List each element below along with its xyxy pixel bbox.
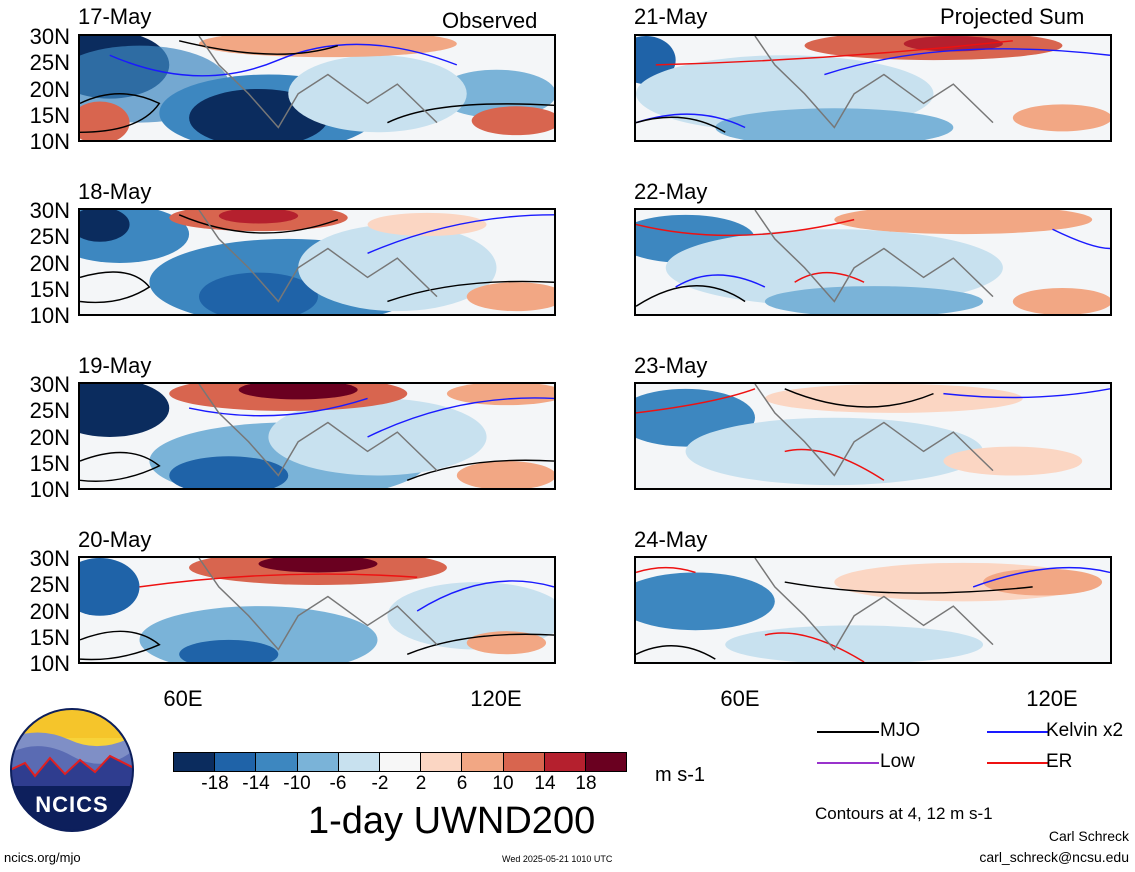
lon-label: 60E xyxy=(720,686,760,711)
figure-title: 1-day UWND200 xyxy=(308,800,596,842)
ncics-logo-icon xyxy=(10,708,134,832)
panel-date-23-may: 23-May xyxy=(634,353,708,378)
colorbar-swatch xyxy=(544,753,586,771)
colorbar-swatch xyxy=(379,753,422,771)
lat-label: 20N xyxy=(29,599,70,624)
lat-label: 10N xyxy=(29,303,70,328)
lat-label: 20N xyxy=(29,77,70,102)
colorbar-tick: 14 xyxy=(534,773,556,794)
legend-kelvin-label: Kelvin x2 xyxy=(1046,720,1124,741)
lon-label: 120E xyxy=(470,686,522,711)
legend-kelvin-line xyxy=(987,731,1049,733)
colorbar-swatch xyxy=(256,753,298,771)
map-panel-17-may xyxy=(78,34,556,142)
lat-label: 15N xyxy=(29,103,70,128)
lat-label: 10N xyxy=(29,651,70,676)
colorbar-tick: -14 xyxy=(242,773,270,794)
colorbar-swatch xyxy=(462,753,504,771)
lat-label: 15N xyxy=(29,277,70,302)
legend-low-line xyxy=(817,762,879,764)
timestamp: Wed 2025-05-21 1010 UTC xyxy=(502,854,613,864)
panel-date-22-may: 22-May xyxy=(634,179,708,204)
lat-label: 30N xyxy=(29,198,70,223)
panel-date-21-may: 21-May xyxy=(634,4,708,29)
map-panel-19-may xyxy=(78,382,556,490)
colorbar-swatch xyxy=(585,753,627,771)
colorbar-swatch xyxy=(503,753,545,771)
author-email[interactable]: carl_schreck@ncsu.edu xyxy=(979,849,1129,865)
lat-label: 10N xyxy=(29,477,70,502)
colorbar-tick: -10 xyxy=(283,773,311,794)
legend-er-line xyxy=(987,762,1049,764)
colorbar-tick: -6 xyxy=(329,773,347,794)
lat-label: 20N xyxy=(29,251,70,276)
colorbar-swatch xyxy=(297,753,339,771)
lat-label: 15N xyxy=(29,451,70,476)
map-panel-23-may xyxy=(634,382,1112,490)
panel-date-19-may: 19-May xyxy=(78,353,152,378)
panel-date-24-may: 24-May xyxy=(634,527,708,552)
colorbar-swatch xyxy=(174,753,216,771)
colorbar-swatch xyxy=(215,753,257,771)
legend-mjo-line xyxy=(817,731,879,733)
panel-date-17-may: 17-May xyxy=(78,4,152,29)
author-name: Carl Schreck xyxy=(1048,828,1129,844)
map-panel-21-may xyxy=(634,34,1112,142)
lat-label: 30N xyxy=(29,546,70,571)
observed-label: Observed xyxy=(442,8,538,33)
colorbar xyxy=(173,752,627,772)
colorbar-tick: -18 xyxy=(201,773,229,794)
colorbar-swatch xyxy=(338,753,380,771)
lon-label: 120E xyxy=(1026,686,1078,711)
panel-date-18-may: 18-May xyxy=(78,179,152,204)
contours-note: Contours at 4, 12 m s-1 xyxy=(815,804,993,823)
panel-date-20-may: 20-May xyxy=(78,527,152,552)
map-panel-20-may xyxy=(78,556,556,664)
colorbar-tick: -2 xyxy=(371,773,389,794)
legend-mjo-label: MJO xyxy=(880,720,921,741)
lat-label: 10N xyxy=(29,129,70,154)
lat-label: 25N xyxy=(29,572,70,597)
lat-label: 20N xyxy=(29,425,70,450)
lat-label: 30N xyxy=(29,24,70,49)
lat-label: 25N xyxy=(29,224,70,249)
legend-er-label: ER xyxy=(1046,751,1073,772)
colorbar-unit: m s-1 xyxy=(655,764,705,786)
colorbar-swatch xyxy=(421,753,463,771)
map-panel-18-may xyxy=(78,208,556,316)
map-panel-22-may xyxy=(634,208,1112,316)
colorbar-tick: 6 xyxy=(456,773,468,794)
legend-low-label: Low xyxy=(880,751,915,772)
lat-label: 15N xyxy=(29,625,70,650)
logo-text: NCICS xyxy=(35,792,109,817)
site-url[interactable]: ncics.org/mjo xyxy=(4,850,81,865)
projected-sum-label: Projected Sum xyxy=(940,4,1085,29)
lat-label: 25N xyxy=(29,398,70,423)
colorbar-tick: 18 xyxy=(575,773,597,794)
colorbar-tick: 2 xyxy=(415,773,427,794)
lat-label: 30N xyxy=(29,372,70,397)
colorbar-tick: 10 xyxy=(492,773,514,794)
lat-label: 25N xyxy=(29,50,70,75)
map-panel-24-may xyxy=(634,556,1112,664)
ncics-logo: NCICS xyxy=(10,708,134,832)
lon-label: 60E xyxy=(163,686,203,711)
